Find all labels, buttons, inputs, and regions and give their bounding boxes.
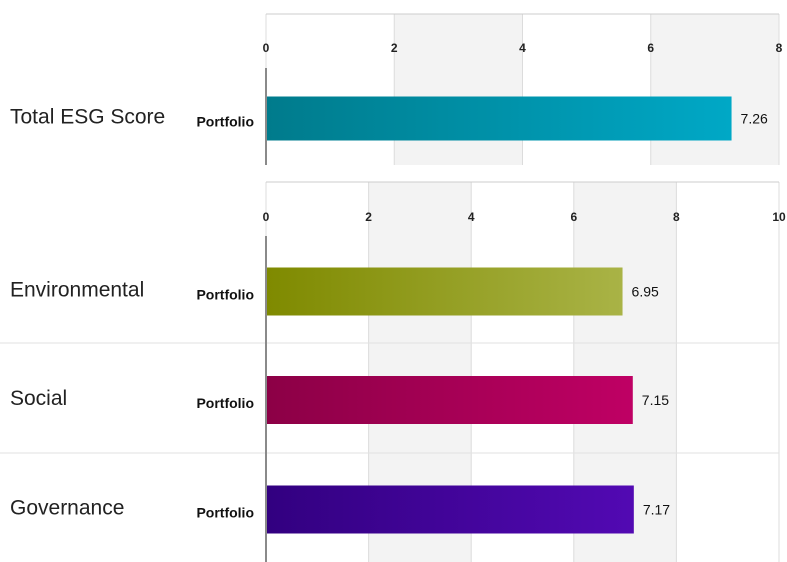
data-label: 7.26	[741, 111, 768, 127]
category-label: Environmental	[10, 279, 144, 302]
bar	[267, 267, 623, 316]
x-tick-label: 0	[263, 41, 270, 55]
total-esg-panel: 0 2 4 6 8 Total ESG Score Portfolio 7.26	[10, 13, 783, 165]
x-tick-label: 2	[365, 210, 372, 224]
data-label: 7.17	[643, 502, 670, 518]
bar	[267, 485, 634, 534]
x-tick-label: 4	[519, 41, 526, 55]
data-label: 7.15	[642, 392, 669, 408]
x-tick-label: 8	[673, 210, 680, 224]
grid-band	[394, 14, 523, 165]
series-label: Portfolio	[196, 287, 254, 303]
x-tick-label: 4	[468, 210, 475, 224]
category-label: Total ESG Score	[10, 106, 165, 129]
category-label: Governance	[10, 497, 124, 520]
x-tick-label: 8	[776, 41, 783, 55]
x-tick-label: 10	[772, 210, 786, 224]
category-label: Social	[10, 387, 67, 410]
series-label: Portfolio	[196, 505, 254, 521]
series-label: Portfolio	[196, 395, 254, 411]
grid-band	[650, 14, 779, 165]
pillar-scores-panel: 0 2 4 6 8 10 Environmental Portfolio 6.95 Social P…	[0, 181, 786, 562]
x-tick-label: 0	[263, 210, 270, 224]
bar	[267, 96, 732, 141]
x-tick-label: 6	[647, 41, 654, 55]
series-label: Portfolio	[196, 114, 254, 130]
x-tick-label: 2	[391, 41, 398, 55]
x-tick-label: 6	[570, 210, 577, 224]
bar	[267, 376, 633, 424]
data-label: 6.95	[632, 284, 659, 300]
